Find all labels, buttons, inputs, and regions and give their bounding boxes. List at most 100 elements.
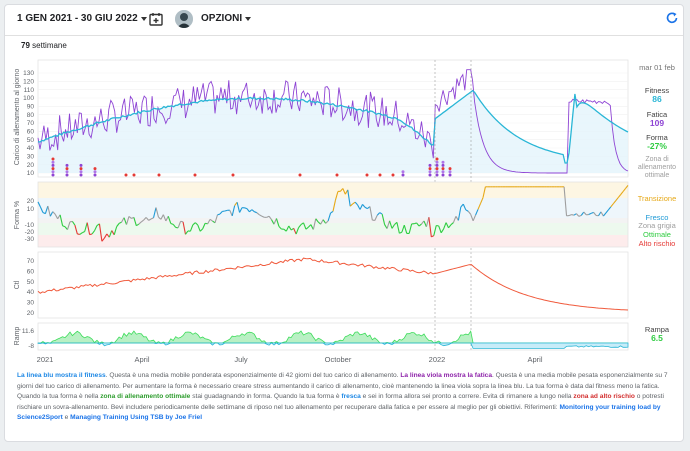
options-dropdown[interactable]: OPZIONI	[201, 13, 252, 24]
form-segment	[600, 211, 604, 217]
y-axis-label: Forma %	[14, 201, 21, 229]
activity-dot[interactable]	[448, 173, 452, 177]
form-segment	[312, 218, 317, 230]
activity-dot[interactable]	[231, 173, 235, 177]
date-range-dropdown[interactable]: 1 GEN 2021 - 30 GIU 2022	[17, 13, 147, 24]
activity-dot[interactable]	[378, 173, 382, 177]
form-segment	[401, 224, 405, 233]
calendar-add-icon[interactable]	[149, 12, 163, 26]
activity-dot[interactable]	[335, 173, 339, 177]
activity-dot[interactable]	[157, 173, 161, 177]
activity-dot[interactable]	[65, 173, 69, 177]
y-tick-label: 120	[23, 79, 34, 86]
fitness-chart[interactable]: 1301201101009080706050403020102010-10-20…	[5, 5, 684, 365]
form-segment	[89, 233, 93, 236]
form-segment	[625, 185, 629, 189]
form-segment	[256, 212, 260, 216]
form-segment	[391, 224, 395, 229]
activity-dot[interactable]	[441, 167, 445, 171]
activity-dot[interactable]	[79, 163, 83, 167]
y-tick-label: 20	[27, 198, 35, 205]
chevron-down-icon	[140, 16, 147, 21]
activity-dot[interactable]	[435, 160, 439, 164]
y-tick-label: 60	[27, 269, 35, 276]
activity-dot[interactable]	[51, 167, 55, 171]
activity-dot[interactable]	[65, 170, 69, 174]
desc-fatigue-highlight: La linea viola mostra la fatica	[400, 372, 493, 379]
form-segment	[172, 223, 177, 228]
form-segment	[315, 218, 319, 223]
activity-dot[interactable]	[65, 167, 69, 171]
form-segment	[332, 200, 336, 212]
form-segment	[285, 225, 290, 232]
activity-dot[interactable]	[51, 173, 55, 177]
science2sport-link[interactable]: Monitoring your training load by Science…	[17, 403, 661, 422]
activity-dot[interactable]	[428, 173, 432, 177]
activity-dot[interactable]	[435, 167, 439, 171]
activity-dot[interactable]	[93, 173, 97, 177]
form-segment	[475, 209, 479, 216]
form-segment	[116, 223, 120, 227]
activity-dot[interactable]	[401, 173, 405, 177]
avatar[interactable]	[175, 10, 193, 28]
transition-zone	[38, 182, 628, 198]
form-segment	[470, 214, 474, 222]
y-axis-label: Ramp	[14, 327, 21, 346]
activity-dot[interactable]	[428, 167, 432, 171]
activity-dot[interactable]	[441, 163, 445, 167]
activity-dot[interactable]	[441, 170, 445, 174]
activity-dot[interactable]	[51, 170, 55, 174]
form-segment	[472, 214, 477, 222]
activity-dot[interactable]	[79, 173, 83, 177]
y-tick-label: 30	[27, 300, 35, 307]
activity-dot[interactable]	[448, 167, 452, 171]
weeks-number: 79	[21, 41, 30, 50]
activity-dot[interactable]	[93, 170, 97, 174]
activity-dot[interactable]	[435, 157, 439, 161]
form-segment	[347, 189, 351, 207]
activity-dot[interactable]	[448, 170, 452, 174]
high-risk-zone	[38, 235, 628, 247]
activity-dot[interactable]	[51, 157, 55, 161]
y-tick-label: 20	[27, 162, 35, 169]
form-segment	[261, 215, 265, 218]
activity-dot[interactable]	[365, 173, 369, 177]
form-segment	[103, 233, 108, 239]
activity-dot[interactable]	[79, 167, 83, 171]
activity-dot[interactable]	[51, 160, 55, 164]
activity-dot[interactable]	[93, 167, 97, 171]
activity-dot[interactable]	[441, 173, 445, 177]
activity-dot[interactable]	[132, 173, 136, 177]
activity-dot[interactable]	[428, 170, 432, 174]
refresh-icon[interactable]	[665, 11, 679, 25]
activity-dot[interactable]	[401, 170, 405, 174]
form-segment	[445, 222, 450, 229]
activity-dot[interactable]	[435, 170, 439, 174]
form-segment	[448, 224, 452, 229]
form-segment	[266, 215, 270, 218]
activity-dot[interactable]	[428, 163, 432, 167]
activity-dot[interactable]	[435, 163, 439, 167]
form-segment	[386, 220, 391, 229]
form-segment	[192, 222, 196, 226]
joe-friel-link[interactable]: Managing Training Using TSB by Joe Friel	[70, 414, 203, 421]
form-segment	[421, 220, 425, 225]
activity-dot[interactable]	[124, 173, 128, 177]
y-tick-label: 80	[27, 112, 35, 119]
activity-dot[interactable]	[435, 173, 439, 177]
form-segment	[462, 203, 467, 211]
legend-optimal: Ottimale	[643, 230, 671, 239]
activity-dot[interactable]	[298, 173, 302, 177]
activity-dot[interactable]	[391, 173, 395, 177]
activity-dot[interactable]	[51, 163, 55, 167]
form-segment	[91, 230, 95, 235]
form-segment	[275, 218, 280, 227]
form-segment	[118, 221, 122, 224]
legend-fresh: Fresco	[645, 213, 669, 222]
activity-dot[interactable]	[79, 170, 83, 174]
activity-dot[interactable]	[441, 160, 445, 164]
form-segment	[44, 205, 49, 214]
activity-dot[interactable]	[193, 173, 197, 177]
form-segment	[194, 222, 199, 226]
activity-dot[interactable]	[65, 163, 69, 167]
